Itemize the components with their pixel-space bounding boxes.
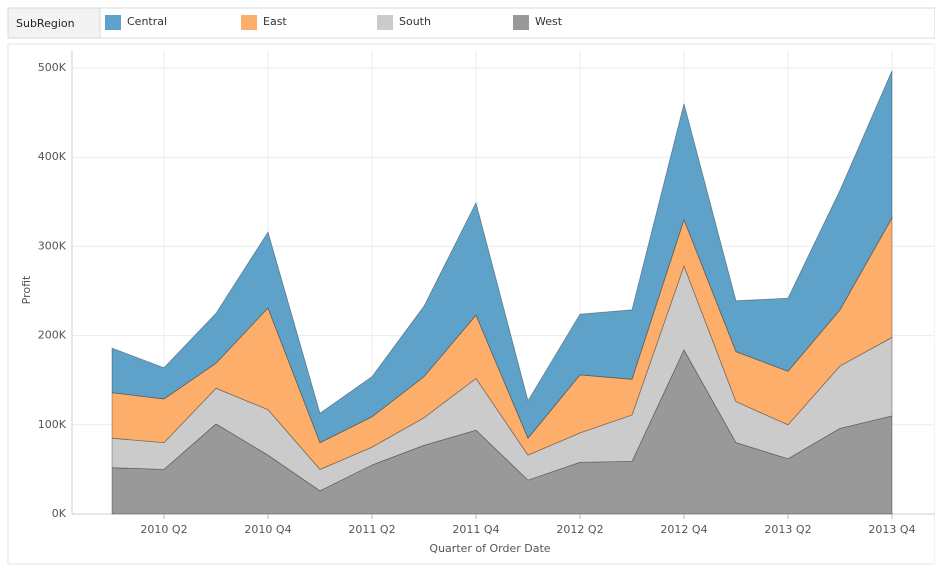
legend-bar [7,7,935,39]
legend-label: Central [127,15,167,28]
x-tick-label: 2011 Q4 [452,523,499,536]
x-axis-title: Quarter of Order Date [429,542,550,555]
x-tick-label: 2012 Q2 [556,523,603,536]
y-tick-label: 500K [38,61,67,74]
y-tick-label: 200K [38,329,67,342]
x-tick-label: 2010 Q4 [244,523,291,536]
x-tick-label: 2013 Q4 [868,523,915,536]
legend-title: SubRegion [16,17,75,30]
y-tick-label: 300K [38,239,67,252]
area [111,70,893,444]
y-tick-label: 0K [52,507,67,520]
legend-swatch [241,15,257,30]
x-tick-label: 2013 Q2 [764,523,811,536]
plot-frame [7,43,935,565]
legend-label: South [399,15,431,28]
area [111,348,893,515]
y-axis-title: Profit [20,275,33,304]
legend-label: East [263,15,287,28]
area [111,216,893,470]
y-tick-label: 100K [38,418,67,431]
x-tick-label: 2011 Q2 [348,523,395,536]
legend-label: West [535,15,563,28]
x-tick-label: 2012 Q4 [660,523,707,536]
legend-swatch [105,15,121,30]
y-tick-label: 400K [38,150,67,163]
legend-swatch [513,15,529,30]
legend-swatch [377,15,393,30]
legend-title-box [7,7,101,39]
x-tick-label: 2010 Q2 [140,523,187,536]
